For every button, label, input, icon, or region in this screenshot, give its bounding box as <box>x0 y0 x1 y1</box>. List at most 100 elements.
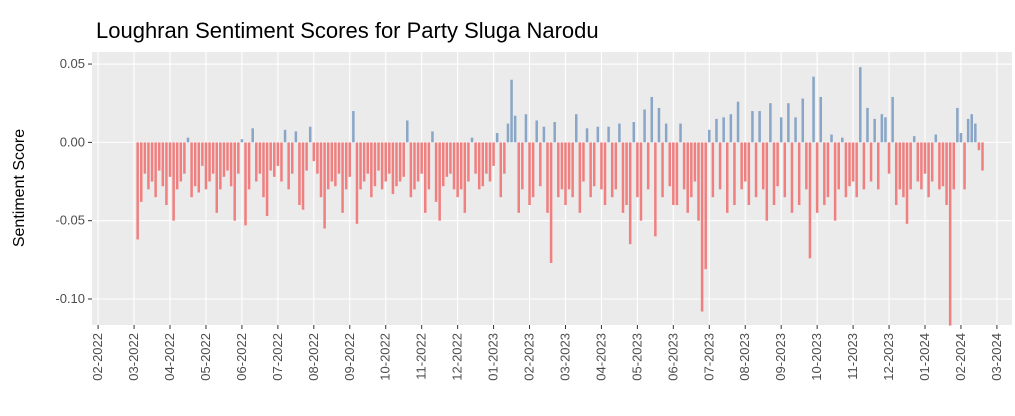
bar <box>183 142 186 174</box>
bar <box>463 142 467 213</box>
bar <box>877 142 880 190</box>
bar <box>938 142 941 190</box>
bar <box>956 107 959 143</box>
bar <box>607 126 610 143</box>
x-tick-label: 01-2023 <box>486 333 501 381</box>
bar <box>869 142 873 182</box>
bar <box>905 142 909 224</box>
bar <box>344 142 348 190</box>
bar <box>459 142 463 190</box>
bar <box>441 142 445 187</box>
bar <box>815 142 819 213</box>
bar <box>740 142 743 190</box>
bar <box>664 123 668 143</box>
bar <box>578 142 582 213</box>
bar <box>966 118 970 143</box>
bar <box>161 142 165 187</box>
bar <box>848 142 851 187</box>
x-tick-label: 09-2023 <box>773 333 788 381</box>
bar <box>833 142 837 221</box>
x-tick-label: 10-2023 <box>809 333 824 381</box>
bar <box>823 142 826 206</box>
bar <box>589 142 592 198</box>
bar <box>384 142 387 182</box>
bar <box>708 129 711 143</box>
bar <box>395 142 398 187</box>
bar <box>139 142 143 202</box>
bar <box>362 142 366 182</box>
bar <box>495 132 499 143</box>
bar <box>434 142 438 202</box>
bar <box>693 142 697 182</box>
bar <box>398 142 402 182</box>
x-tick-label: 03-2024 <box>989 333 1004 381</box>
bar <box>290 142 294 174</box>
bar <box>837 142 840 190</box>
bar <box>934 134 938 143</box>
bar <box>301 142 305 210</box>
x-tick-label: 09-2022 <box>342 333 357 381</box>
bar <box>240 139 244 143</box>
bar <box>416 142 420 182</box>
bar <box>215 142 219 213</box>
bar <box>265 142 269 216</box>
bar <box>614 142 618 190</box>
y-axis-title: Sentiment Score <box>11 129 28 247</box>
bar <box>186 137 190 143</box>
bar <box>172 142 175 221</box>
bar <box>948 142 952 326</box>
bar <box>549 142 553 263</box>
bar <box>754 142 758 198</box>
x-tick-label: 10-2022 <box>378 333 393 381</box>
bar <box>826 142 830 198</box>
bar <box>391 142 395 195</box>
bar <box>596 126 600 143</box>
bar <box>474 142 477 174</box>
bar <box>409 142 413 198</box>
bar <box>690 142 693 198</box>
bar <box>542 126 546 143</box>
x-tick-label: 04-2022 <box>162 333 177 381</box>
bar <box>273 142 276 177</box>
bar <box>963 142 966 190</box>
bar <box>700 142 704 312</box>
bar <box>175 142 179 190</box>
bar <box>675 142 679 206</box>
bar <box>539 142 542 187</box>
bar <box>276 142 280 166</box>
bar <box>801 98 805 143</box>
bar <box>805 142 808 190</box>
bar <box>535 120 538 143</box>
bar <box>557 142 560 198</box>
x-tick-label: 07-2022 <box>270 333 285 381</box>
bar <box>413 142 416 190</box>
bar <box>571 142 574 198</box>
x-tick-label: 02-2022 <box>90 333 105 381</box>
y-tick-label: -0.10 <box>55 291 85 306</box>
bar <box>758 111 761 143</box>
bar <box>621 142 625 213</box>
bar <box>772 142 776 206</box>
bar <box>751 111 754 143</box>
bar <box>485 142 488 174</box>
bar <box>646 142 650 190</box>
bar <box>575 114 578 143</box>
bar <box>406 120 409 143</box>
bar <box>898 142 902 190</box>
bar <box>812 76 815 143</box>
bar <box>237 142 240 174</box>
bar <box>628 142 632 245</box>
x-tick-label: 06-2023 <box>665 333 680 381</box>
bar <box>855 142 858 198</box>
bar <box>147 142 150 190</box>
bar <box>323 142 326 229</box>
bar <box>891 96 894 143</box>
bar <box>150 142 154 182</box>
bar <box>866 107 869 143</box>
bar <box>211 142 215 174</box>
bar <box>222 142 226 177</box>
bar <box>255 142 258 182</box>
bar <box>319 142 323 198</box>
bar <box>190 142 193 198</box>
y-tick-label: 0.05 <box>60 56 85 71</box>
